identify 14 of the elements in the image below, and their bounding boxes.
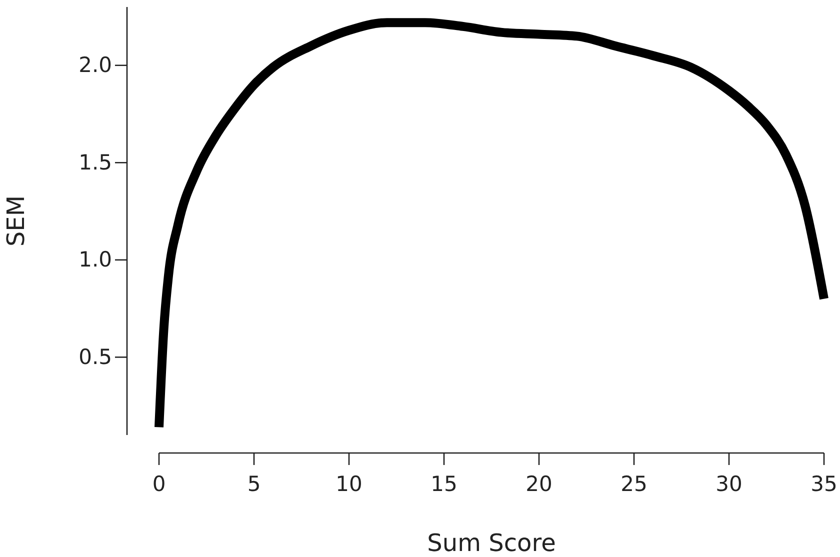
- x-tick-label: 30: [716, 472, 742, 496]
- y-axis-title: SEM: [2, 195, 30, 247]
- x-tick-label: 25: [620, 472, 648, 496]
- x-tick-label: 0: [152, 472, 166, 496]
- y-tick-label: 0.5: [78, 344, 112, 369]
- x-tick-label: 35: [810, 472, 838, 496]
- x-tick-label: 10: [336, 472, 362, 496]
- x-tick-label: 15: [430, 472, 458, 496]
- y-tick-label: 1.5: [78, 150, 112, 174]
- y-tick-label: 2.0: [78, 53, 112, 78]
- x-axis-title: Sum Score: [427, 529, 556, 557]
- x-tick-label: 5: [247, 472, 261, 496]
- x-tick-label: 20: [526, 472, 552, 496]
- y-tick-label: 1.0: [78, 248, 112, 272]
